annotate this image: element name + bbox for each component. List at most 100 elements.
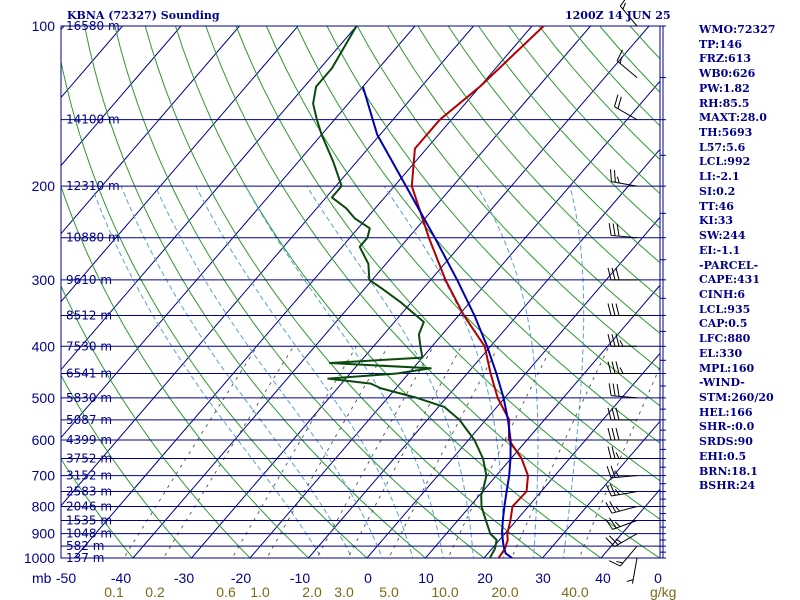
- wind-barb-feather: [615, 427, 620, 441]
- dry-adiabat-line: [205, 26, 660, 558]
- index-item: SW:244: [699, 229, 746, 243]
- dry-adiabat-line: [61, 59, 368, 558]
- sounding-indices-list: WMO:72327 TP:146 FRZ:613 WB0:626 PW:1.82 RH:8…: [699, 23, 775, 494]
- wind-barb-feather: [605, 537, 615, 548]
- mixing-ratio-tick-label: 2.0: [302, 584, 322, 600]
- index-item: -PARCEL-: [699, 258, 759, 272]
- index-item: EI:-1.1: [699, 243, 741, 257]
- wind-barb-feather: [611, 303, 616, 316]
- temperature-profile-line: [410, 26, 545, 558]
- wind-barb-feather: [608, 223, 612, 236]
- height-label: 3752 m: [66, 451, 112, 465]
- isotherm-line: [132, 26, 591, 558]
- wind-barb-feather: [615, 471, 620, 478]
- pressure-tick-label: 100: [32, 18, 56, 34]
- wind-barb-feather: [610, 465, 616, 478]
- mixing-ratio-tick-label: 5.0: [379, 584, 399, 600]
- wind-barb-feather: [615, 407, 620, 420]
- index-item: TH:5693: [699, 126, 753, 140]
- wind-barb-feather: [611, 334, 616, 347]
- height-label: 582 m: [66, 539, 104, 553]
- index-item: LFC:880: [699, 332, 751, 346]
- wind-barb-feather: [609, 483, 616, 496]
- isotherm-line: [366, 216, 660, 558]
- mixing-ratio-tick-label: 40.0: [561, 584, 588, 600]
- height-label: 3152 m: [66, 469, 112, 483]
- mixing-ratio-line: [266, 346, 389, 558]
- wind-barb-feather: [614, 94, 619, 107]
- height-label: 16580 m: [66, 19, 120, 33]
- wind-barb: [605, 533, 638, 548]
- wind-barb-feather: [607, 407, 612, 420]
- height-label: 8512 m: [66, 308, 112, 322]
- height-label: 7530 m: [66, 339, 112, 353]
- plot-frame: [60, 25, 661, 559]
- temperature-tick-label: 30: [535, 570, 551, 586]
- height-label: 2046 m: [66, 499, 112, 513]
- pressure-tick-label: 400: [32, 338, 56, 354]
- index-item: CAPE:431: [699, 273, 760, 287]
- wind-barb: [608, 383, 638, 399]
- index-item: L57:5.6: [699, 140, 746, 154]
- wind-barb-feather: [611, 361, 616, 374]
- height-label: 9610 m: [66, 273, 112, 287]
- dry-adiabat-line: [447, 26, 660, 264]
- wind-barb: [619, 0, 638, 27]
- wind-barb-feather: [607, 361, 612, 374]
- temperature-tick-label: -10: [290, 570, 310, 586]
- mixing-ratio-tick-label: 10.0: [431, 584, 458, 600]
- index-item: WB0:626: [699, 67, 756, 81]
- mixing-ratio-tick-label: 0.6: [216, 584, 236, 600]
- wind-barb-feather: [615, 361, 620, 374]
- height-label: 12310 m: [66, 179, 120, 193]
- wind-barb: [616, 49, 638, 78]
- diagram-background-lines: [61, 26, 660, 558]
- isotherm-line: [249, 80, 660, 558]
- mixing-ratio-line: [347, 346, 462, 558]
- moist-adiabat-line: [562, 185, 585, 558]
- dry-adiabat-line: [84, 26, 427, 558]
- wind-barb-feather: [605, 484, 612, 497]
- pressure-tick-label: 1000: [24, 550, 55, 566]
- wind-barb-feather: [609, 501, 617, 513]
- height-label: 5087 m: [66, 413, 112, 427]
- index-item: SI:0.2: [699, 184, 736, 198]
- wind-barb-shaft: [611, 475, 638, 479]
- wind-barb-feather: [619, 56, 623, 64]
- index-item: TT:46: [699, 199, 734, 213]
- height-label: 14100 m: [66, 113, 120, 127]
- height-label: 2583 m: [66, 485, 112, 499]
- height-label: 137 m: [66, 551, 104, 565]
- isotherm-line: [61, 26, 240, 235]
- wind-barb-feather: [608, 517, 617, 529]
- mixing-ratio-tick-label: 0.2: [145, 584, 165, 600]
- pressure-tick-label: 200: [32, 178, 56, 194]
- dry-adiabat-line: [296, 26, 660, 444]
- temperature-tick-label: 20: [477, 570, 493, 586]
- index-item: HEL:166: [699, 405, 753, 419]
- isotherm-line: [308, 148, 660, 558]
- wind-barb-feather: [616, 223, 620, 237]
- wind-barb-feather: [616, 383, 620, 397]
- wind-barb: [626, 557, 638, 584]
- moist-adiabat-line: [154, 185, 383, 558]
- wind-barb-feather: [619, 367, 624, 374]
- index-item: LI:-2.1: [699, 170, 740, 184]
- wind-barb-feather: [619, 0, 626, 7]
- wind-barb-shaft: [611, 491, 638, 497]
- wind-barb-feather: [612, 223, 616, 236]
- mixing-ratio-line: [123, 346, 258, 558]
- mixing-ratio-line: [511, 346, 610, 558]
- wind-barb-feather: [614, 488, 620, 495]
- wind-barb-feather: [611, 407, 616, 420]
- wind-barb: [607, 334, 637, 347]
- wind-barb-feather: [626, 579, 634, 583]
- wind-barb-shaft: [612, 519, 638, 530]
- temperature-tick-label: 0: [654, 570, 662, 586]
- wind-barb-shaft: [619, 5, 638, 27]
- wind-barb-feather: [616, 176, 620, 184]
- height-label: 5830 m: [66, 391, 112, 405]
- index-item: LCL:992: [699, 155, 751, 169]
- wind-barb-feather: [607, 303, 612, 316]
